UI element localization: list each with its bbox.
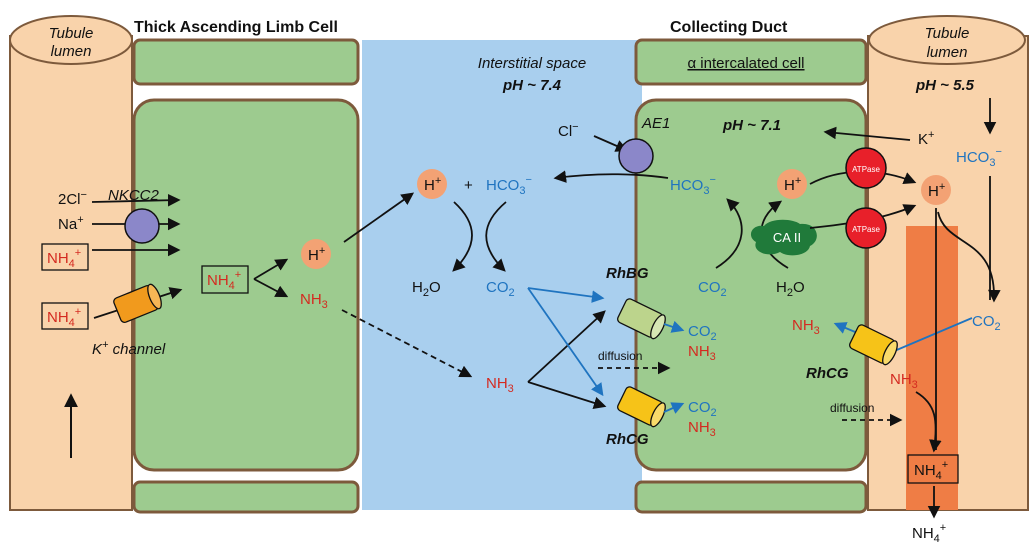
hco3-lumen-label: HCO3− xyxy=(956,146,1002,169)
h-ion-lumen-label: H+ xyxy=(928,181,945,200)
rhcg-co2-out-arrow xyxy=(663,402,685,414)
h2o-cell-label: H2O xyxy=(776,279,805,299)
interstitial-space-label: Interstitial space xyxy=(478,55,586,72)
tubule-lumen-right-opening xyxy=(868,15,1026,65)
nkcc2-transporter xyxy=(124,208,160,244)
tubule-lumen-left-label-2: lumen xyxy=(51,43,92,60)
h-ion-orb-lumen xyxy=(921,175,951,205)
nh3-to-rhbg-arrow xyxy=(527,310,606,383)
tubule-lumen-right-label-2: lumen xyxy=(927,44,968,61)
nh4-lumen-box-2 xyxy=(41,302,89,330)
tubule-lumen-right-label-1: Tubule xyxy=(925,25,970,42)
interstitial-space-region xyxy=(362,40,642,510)
tubule-lumen-left-opening xyxy=(9,15,133,65)
nh4-lumen-label-1: NH4+ xyxy=(47,247,81,270)
ph-interstitial-label: pH ~ 7.4 xyxy=(502,77,562,94)
ph-cell-label: pH ~ 7.1 xyxy=(722,117,781,134)
nh3-apical-left-label: NH3 xyxy=(792,317,820,337)
k-channel xyxy=(113,283,162,323)
nh4-split-arrow-h xyxy=(253,258,289,280)
co2-out-rhbg-label: CO2 xyxy=(688,323,717,343)
ca-ii-label: CA II xyxy=(773,230,801,245)
tal-cell-bottom xyxy=(132,480,360,514)
cd-cell-main xyxy=(634,98,868,472)
nkcc2-arrow-cl xyxy=(91,193,181,207)
h-ion-orb-cd xyxy=(777,169,807,199)
h-ion-tal-label: H+ xyxy=(308,245,325,264)
cd-heading: Collecting Duct xyxy=(670,19,788,36)
ae1-transporter xyxy=(618,138,654,174)
k-ion-label: K+ xyxy=(918,129,934,148)
cl-interstitium-label: Cl− xyxy=(558,121,579,140)
nh4-lumen-box-1 xyxy=(41,243,89,271)
ph-lumen-label: pH ~ 5.5 xyxy=(915,77,975,94)
nh4-lumen-box-cd xyxy=(907,454,959,484)
rhcg-basolateral-label: RhCG xyxy=(606,431,649,448)
buffer-reaction-arrow-left xyxy=(452,201,473,272)
nh3-out-rhcg-label: NH3 xyxy=(688,419,716,439)
co2-to-rhcg-arrow xyxy=(527,287,604,397)
rhcg-apical-label: RhCG xyxy=(806,365,849,382)
buffer-reaction-arrow-right xyxy=(485,201,507,272)
plus-sign-interstitium: + xyxy=(464,177,473,194)
atpase-pump-top xyxy=(845,147,887,189)
nh4-lumen-label-2: NH4+ xyxy=(47,306,81,329)
tal-heading: Thick Ascending Limb Cell xyxy=(134,19,338,36)
ca-ii-enzyme xyxy=(750,219,817,256)
atpase-pump-bottom xyxy=(845,207,887,249)
tal-cell-top xyxy=(132,38,360,86)
h-ion-interstitium-label: H+ xyxy=(424,175,441,194)
co2-out-rhcg-label: CO2 xyxy=(688,399,717,419)
rhbg-co2-out-arrow xyxy=(663,320,685,333)
nkcc2-label: NKCC2 xyxy=(108,187,160,204)
two-cl-label: 2Cl− xyxy=(58,189,87,208)
nh3-out-rhbg-label: NH3 xyxy=(688,343,716,363)
h-neutralize-arrow xyxy=(937,211,1001,303)
alpha-intercalated-label: α intercalated cell xyxy=(687,55,804,72)
diffusion-label-1: diffusion xyxy=(598,349,642,363)
ca-reaction-arrow-left xyxy=(715,198,743,269)
h-to-interstitium-arrow xyxy=(343,192,415,243)
nh4-cell-box xyxy=(201,265,249,294)
k-channel-label: K+ channel xyxy=(92,339,166,358)
nh4-lumen-cd-label: NH4+ xyxy=(914,459,948,482)
na-label: Na+ xyxy=(58,214,84,233)
rhbg-transporter xyxy=(617,298,666,340)
atpase-top-label: ATPase xyxy=(852,165,880,174)
nh3-tal-label: NH3 xyxy=(300,291,328,311)
nh4-split-arrow-nh3 xyxy=(253,278,289,298)
rhbg-label: RhBG xyxy=(606,265,649,282)
nh4-excreted-label: NH4+ xyxy=(912,522,946,545)
rhcg-basolateral-transporter xyxy=(617,386,666,428)
h-ion-orb-tal xyxy=(301,239,331,269)
co2-interstitium-label: CO2 xyxy=(486,279,515,299)
co2-lumen-label: CO2 xyxy=(972,313,1001,333)
hco3-interstitium-label: HCO3− xyxy=(486,174,532,197)
cd-cell-bottom xyxy=(634,480,868,514)
nh3-to-rhcg-arrow xyxy=(527,381,607,409)
diffusion-label-2: diffusion xyxy=(830,401,874,415)
co2-cell-label: CO2 xyxy=(698,279,727,299)
nh3-to-nh4-arrow xyxy=(915,391,942,453)
atpase-bottom-label: ATPase xyxy=(852,225,880,234)
tubule-lumen-left-label-1: Tubule xyxy=(49,25,94,42)
co2-to-rhbg-arrow xyxy=(527,287,605,303)
ae1-hco3-out-arrow xyxy=(553,170,669,183)
nh4-cell-label: NH4+ xyxy=(207,269,241,292)
cd-cell-top xyxy=(634,38,868,86)
hco3-cell-label: HCO3− xyxy=(670,174,716,197)
nh3-apical-right-label: NH3 xyxy=(890,371,918,391)
h-ion-orb-interstitium xyxy=(417,169,447,199)
h2o-interstitium-label: H2O xyxy=(412,279,441,299)
collecting-lumen-band xyxy=(906,226,958,510)
nh3-interstitium-label: NH3 xyxy=(486,375,514,395)
nh3-diffusion-arrow-tal xyxy=(341,309,473,378)
k-into-cell-arrow xyxy=(823,126,911,141)
tal-cell-main xyxy=(132,98,360,472)
ae1-label: AE1 xyxy=(641,115,670,132)
co2-lumen-to-rhcg-line xyxy=(891,317,973,353)
h-ion-cd-label: H+ xyxy=(784,175,801,194)
rhcg-apical-transporter xyxy=(849,324,898,366)
